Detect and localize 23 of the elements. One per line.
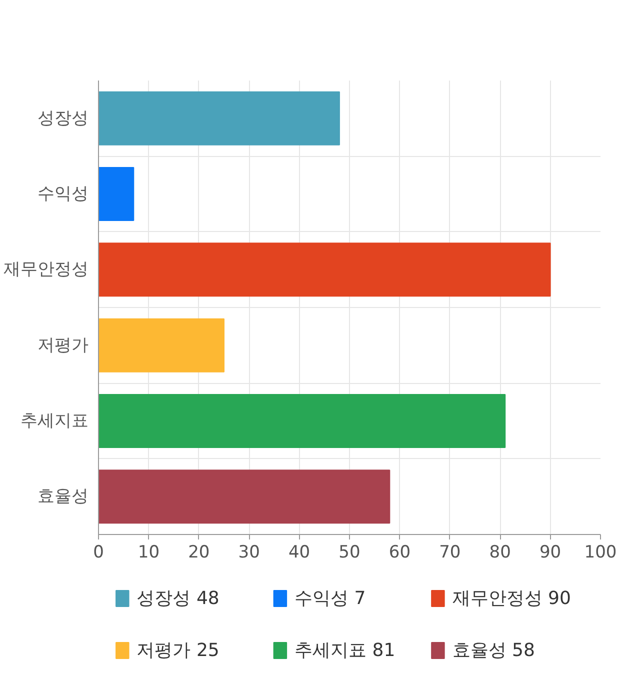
y-tick-label: 재무안정성 [4,260,88,280]
legend-label: 추세지표 81 [294,640,396,661]
y-tick-label: 저평가 [38,335,88,356]
y-tick-label: 효율성 [38,486,88,507]
legend-label: 효율성 58 [452,640,535,661]
x-tick-label: 100 [584,542,617,562]
legend-label: 재무안정성 90 [452,588,571,609]
y-tick-label: 수익성 [38,184,88,204]
legend-label: 저평가 25 [136,640,220,661]
x-tick-label: 50 [338,542,360,562]
x-tick-label: 80 [489,542,511,562]
legend-label: 수익성 7 [294,588,366,609]
x-tick-label: 10 [138,542,160,562]
x-tick-label: 60 [388,542,411,562]
x-tick-label: 90 [539,542,562,562]
x-tick-label: 40 [288,542,310,562]
x-tick-label: 20 [188,542,210,562]
y-tick-label: 추세지표 [20,411,88,431]
x-tick-label: 0 [93,542,104,562]
legend-label: 성장성 48 [136,588,220,609]
y-tick-label: 성장성 [38,108,88,128]
x-tick-label: 70 [439,542,461,562]
x-tick-label: 30 [238,542,260,562]
